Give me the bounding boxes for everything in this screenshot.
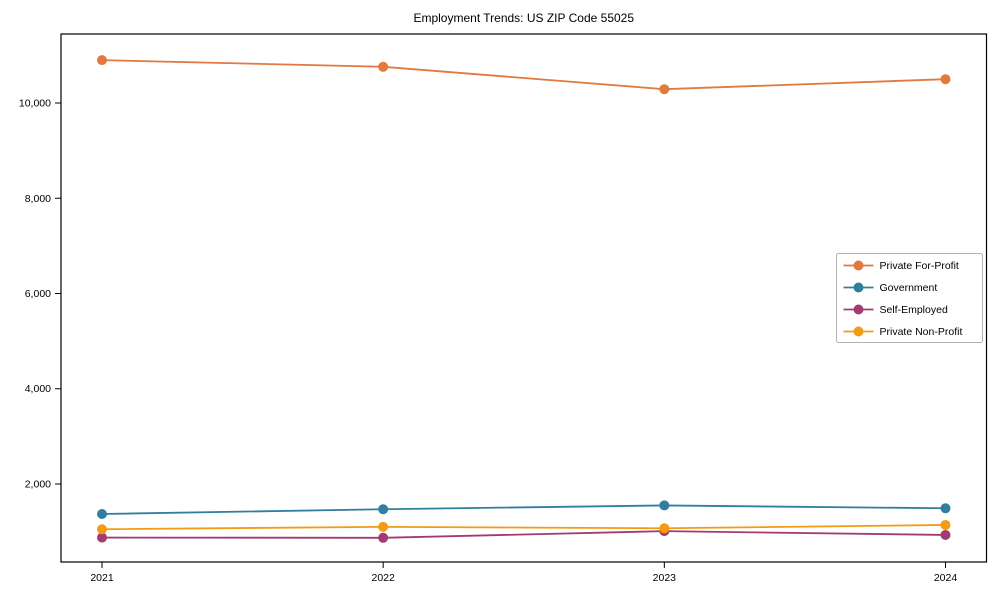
series-line-private-non-profit (101, 524, 946, 531)
chart-title: Employment Trends: US ZIP Code 55025 (413, 11, 634, 25)
data-point-marker (940, 74, 951, 85)
data-point-marker (378, 61, 389, 72)
data-point-marker (940, 519, 951, 530)
plot-border (60, 33, 988, 563)
series-line-self-employed (101, 530, 946, 539)
legend-item-label: Private Non-Profit (880, 326, 963, 338)
x-tick-label: 2021 (90, 572, 114, 584)
data-point-marker (97, 524, 107, 535)
data-point-marker (940, 503, 951, 514)
data-point-marker (378, 521, 389, 532)
legend-sample-marker (853, 326, 864, 337)
data-point-marker (97, 508, 107, 519)
legend-item-label: Self-Employed (880, 304, 948, 316)
legend-sample-marker (853, 304, 864, 315)
data-point-marker (659, 523, 670, 534)
y-tick-label: 8,000 (25, 193, 51, 205)
x-tick-label: 2023 (653, 572, 677, 584)
legend-sample-marker (853, 282, 864, 293)
data-point-marker (659, 84, 670, 95)
y-tick-label: 10,000 (19, 98, 51, 110)
y-tick-label: 6,000 (25, 288, 51, 300)
legend-item-label: Government (880, 282, 938, 294)
data-point-marker (378, 504, 389, 515)
data-point-marker (659, 500, 670, 511)
legend-box (836, 253, 983, 343)
legend-sample-marker (853, 260, 864, 271)
x-tick-label: 2024 (934, 572, 958, 584)
data-point-marker (97, 532, 107, 543)
data-point-marker (940, 529, 951, 540)
legend-item-label: Private For-Profit (880, 260, 959, 272)
y-tick-label: 2,000 (25, 478, 51, 490)
series-line-private-for-profit (101, 59, 946, 91)
series-line-government (101, 504, 946, 515)
data-point-marker (97, 55, 107, 66)
y-tick-label: 4,000 (25, 383, 51, 395)
data-point-marker (378, 532, 389, 543)
x-tick-label: 2022 (371, 572, 395, 584)
